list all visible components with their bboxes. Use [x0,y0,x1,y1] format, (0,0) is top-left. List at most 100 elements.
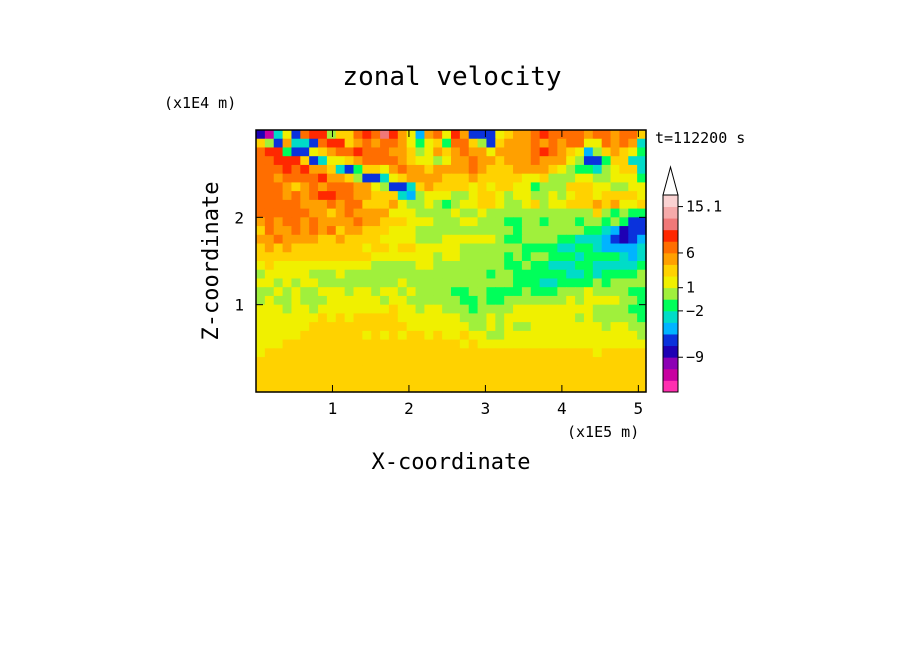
heatmap-cell [468,147,479,157]
heatmap-cell [539,304,550,314]
heatmap-cell [335,278,346,288]
heatmap-cell [326,156,337,166]
heatmap-cell [344,182,355,192]
heatmap-cell [433,138,443,149]
heatmap-cell [300,243,310,253]
heatmap-cell [583,313,594,323]
heatmap-cell [415,295,426,306]
heatmap-cell [619,173,629,183]
heatmap-cell [397,226,408,236]
heatmap-cell [539,234,550,245]
heatmap-cell [628,173,638,183]
heatmap-cell [619,383,629,393]
heatmap-cell [628,339,638,349]
heatmap-cell [362,357,372,367]
heatmap-cell [406,147,417,157]
heatmap-cell [575,138,585,149]
heatmap-cell [539,147,550,157]
heatmap-cell [406,330,417,341]
heatmap-cell [433,365,443,376]
heatmap-cell [264,322,275,332]
heatmap-cell [451,226,461,236]
heatmap-cell [264,287,275,297]
heatmap-cell [318,156,328,166]
heatmap-cell [575,226,585,236]
heatmap-cell [291,243,301,253]
heatmap-cell [459,217,470,227]
heatmap-cell [628,147,638,157]
heatmap-cell [264,383,275,393]
heatmap-cell [468,348,479,358]
heatmap-cell [388,339,399,349]
heatmap-cell [619,295,629,306]
heatmap-cell [388,173,399,183]
heatmap-cell [557,357,567,367]
heatmap-cell [388,330,399,341]
heatmap-cell [468,269,479,280]
heatmap-cell [548,295,558,306]
heatmap-cell [273,365,284,376]
heatmap-cell [592,374,603,384]
colorbar: 15.1 6 1 −2 −9 [662,165,722,393]
heatmap-cell [335,269,346,280]
heatmap-cell [513,226,523,236]
heatmap-cell [610,243,621,253]
heatmap-cell [557,374,567,384]
heatmap-cell [628,208,638,218]
heatmap-cell [256,339,266,349]
heatmap-cell [521,130,532,140]
heatmap-cell [442,383,452,393]
heatmap-cell [592,182,603,192]
heatmap-cell [353,217,363,227]
heatmap-cell [415,199,426,210]
heatmap-cell [495,383,505,393]
heatmap-cell [282,138,293,149]
heatmap-cell [459,173,470,183]
heatmap-cell [575,365,585,376]
heatmap-cell [628,191,638,201]
heatmap-cell [610,339,621,349]
heatmap-cell [424,164,434,175]
heatmap-cell [442,339,452,349]
heatmap-cell [282,199,293,210]
heatmap-cell [433,304,443,314]
heatmap-cell [433,383,443,393]
heatmap-cell [513,217,523,227]
heatmap-cell [264,199,275,210]
heatmap-cell [575,147,585,157]
heatmap-cell [300,304,310,314]
heatmap-cell [539,182,550,192]
heatmap-cell [477,164,488,175]
heatmap-cell [433,357,443,367]
heatmap-cell [566,374,576,384]
heatmap-cell [513,348,523,358]
heatmap-cell [424,322,434,332]
heatmap-cell [415,365,426,376]
heatmap-cell [300,374,310,384]
heatmap-cell [309,243,319,253]
heatmap-cell [424,383,434,393]
colorbar-swatch [663,195,678,207]
heatmap-cell [371,252,381,262]
heatmap-cell [424,357,434,367]
heatmap-cell [504,322,514,332]
heatmap-cell [539,138,550,149]
heatmap-cell [495,252,505,262]
heatmap-cell [628,182,638,192]
heatmap-cell [380,339,390,349]
heatmap-cell [575,383,585,393]
heatmap-cell [548,208,558,218]
heatmap-cell [442,304,452,314]
heatmap-cell [468,130,479,140]
heatmap-cell [486,383,496,393]
heatmap-cell [548,252,558,262]
time-label: t=112200 s [655,129,745,147]
heatmap-cell [256,304,266,314]
heatmap-cell [521,173,532,183]
heatmap-cell [637,339,647,349]
heatmap-cell [264,182,275,192]
heatmap-cell [273,287,284,297]
heatmap-cell [397,339,408,349]
heatmap-cell [459,295,470,306]
heatmap-cell [557,261,567,271]
